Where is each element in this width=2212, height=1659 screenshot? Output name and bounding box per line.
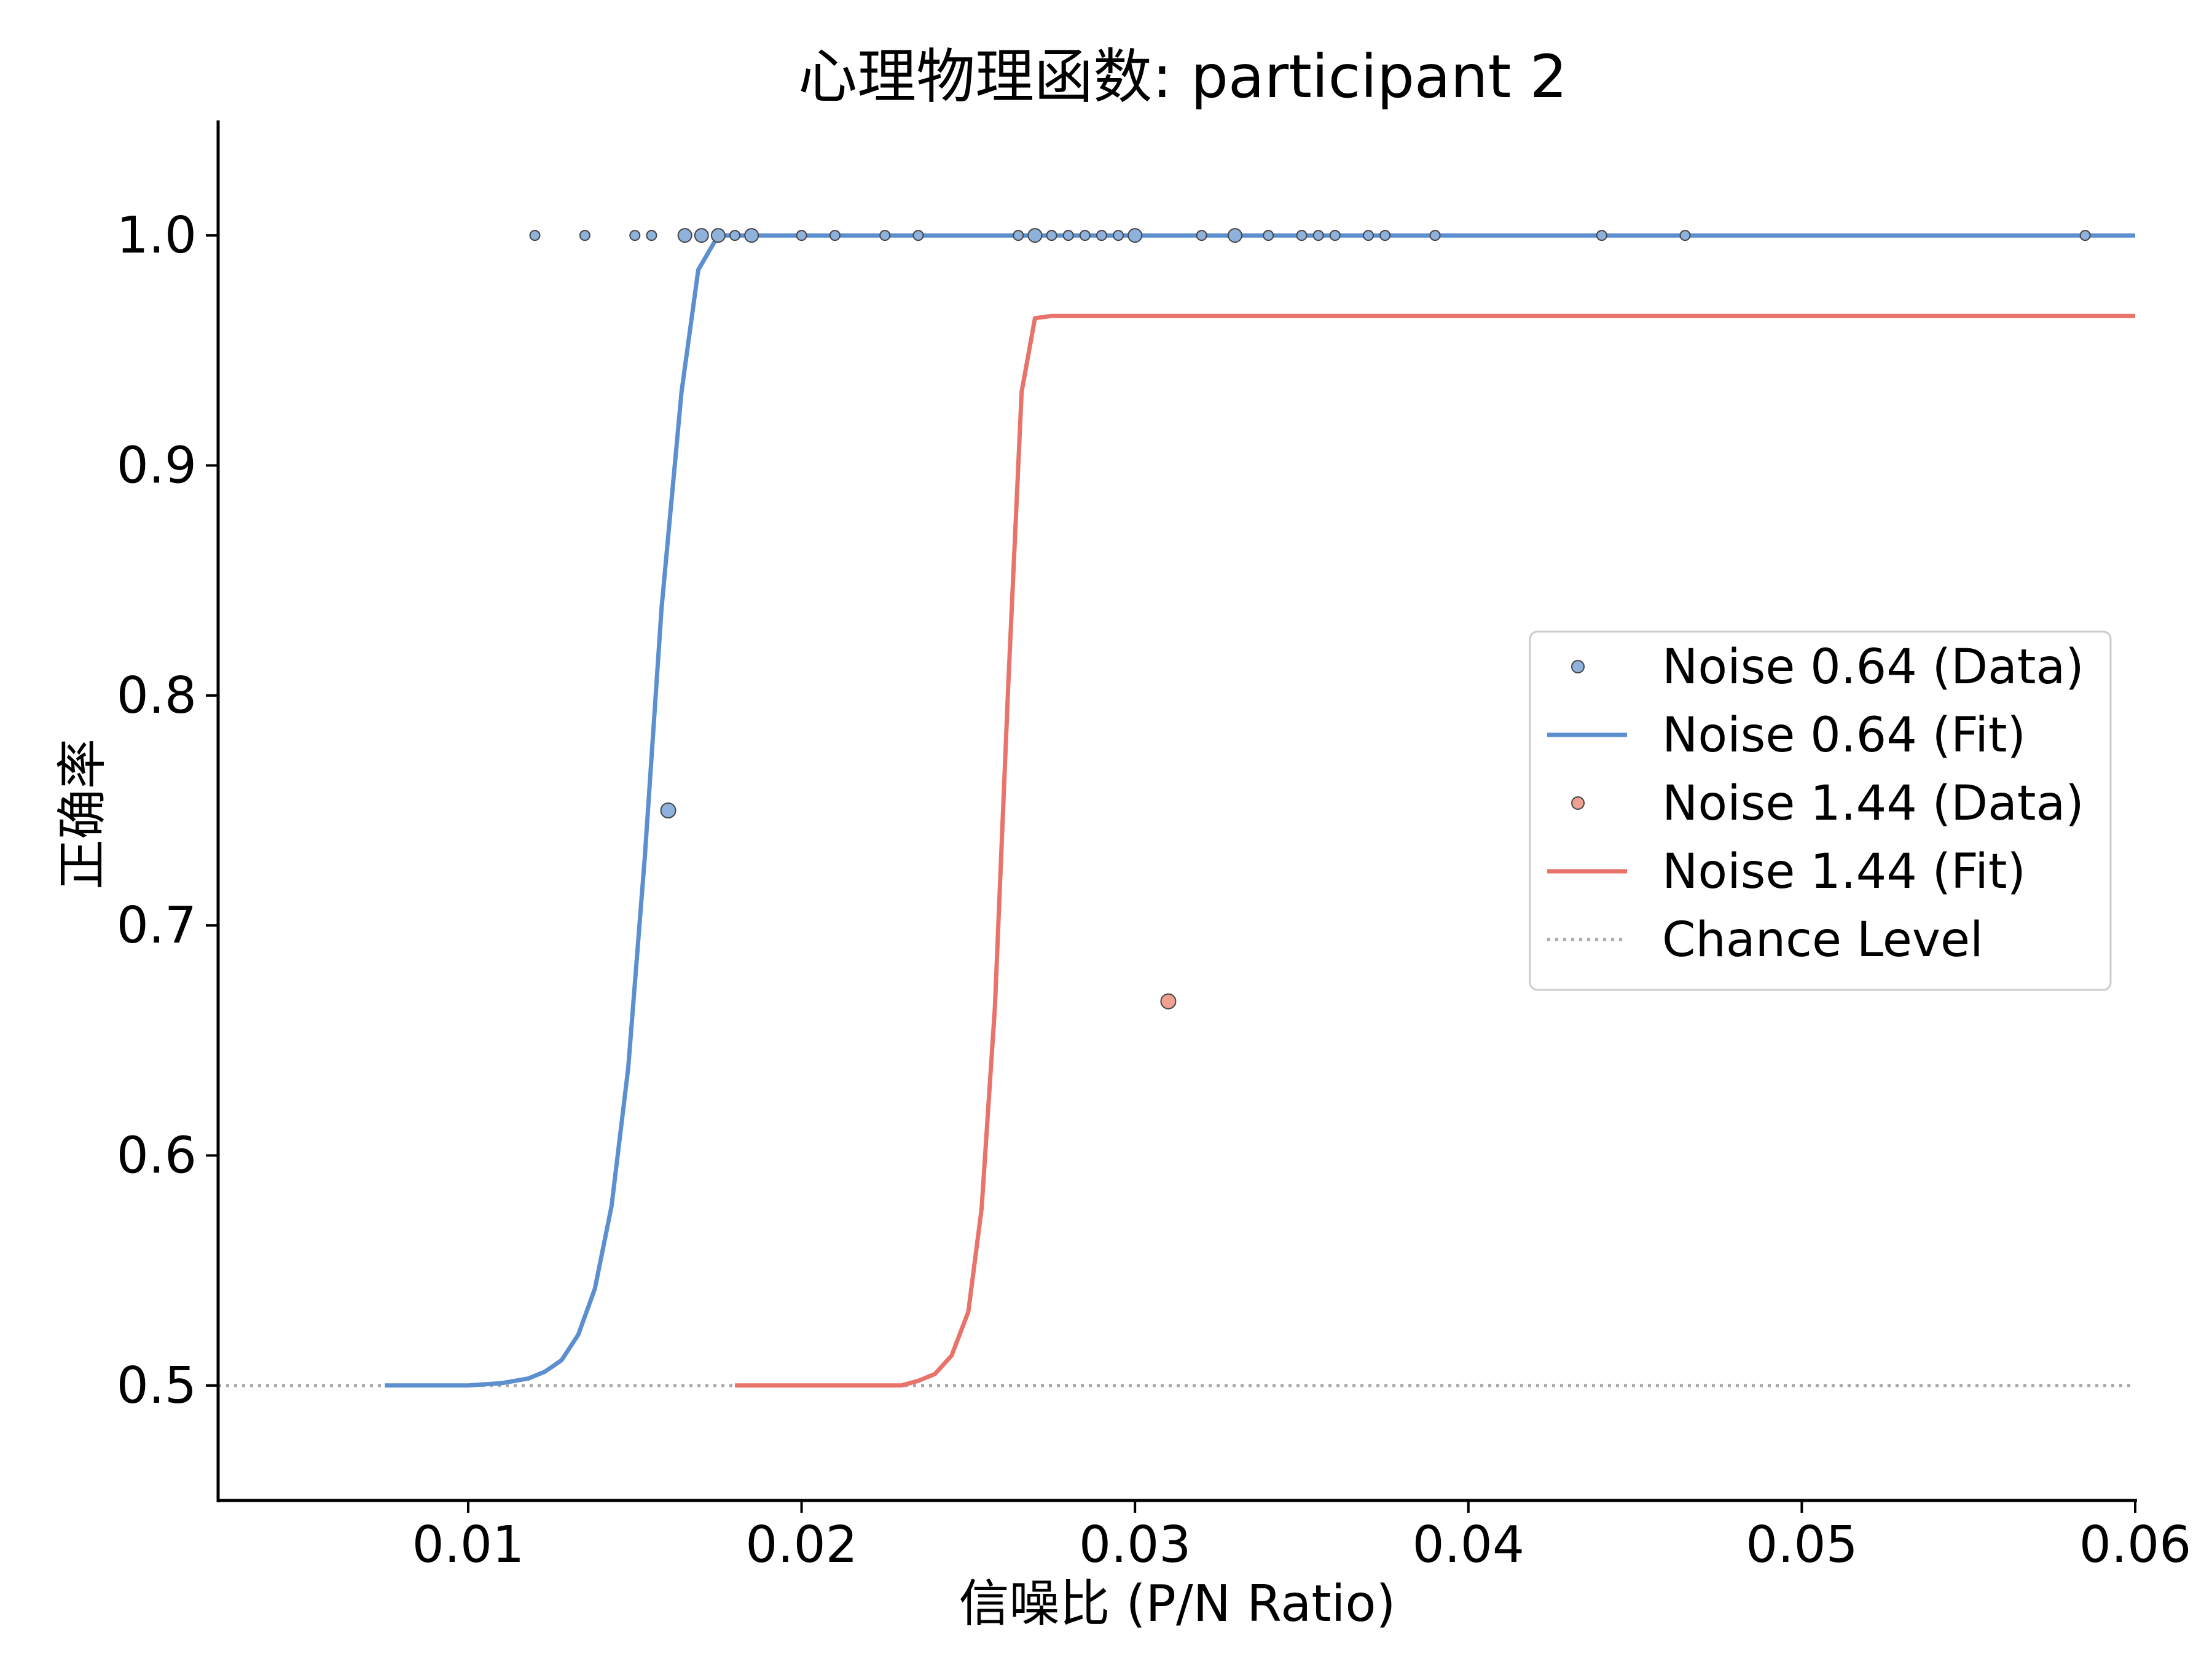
x-tick-label: 0.05: [1746, 1516, 1858, 1574]
y-tick-label: 0.9: [117, 437, 197, 495]
data-point: [1296, 230, 1308, 241]
data-point: [710, 228, 726, 243]
x-tick-label: 0.04: [1412, 1516, 1524, 1574]
data-point: [529, 230, 541, 241]
y-tick-label: 0.8: [117, 667, 197, 725]
data-point: [729, 230, 741, 241]
y-ticks: 0.5 0.6 0.7 0.8 0.9 1.0: [117, 206, 218, 1415]
data-point: [1160, 993, 1177, 1010]
data-point: [1128, 228, 1143, 243]
data-point: [1113, 230, 1124, 241]
x-tick-label: 0.03: [1079, 1516, 1191, 1574]
data-point: [1596, 230, 1607, 241]
x-tick-label: 0.06: [2079, 1516, 2192, 1574]
data-point: [1379, 230, 1391, 241]
fit-line-noise-0-64-fit: [385, 233, 2135, 1388]
x-tick-label: 0.01: [412, 1516, 525, 1574]
data-point: [829, 230, 841, 241]
data-point: [694, 228, 709, 243]
data-point: [1046, 230, 1057, 241]
data-point: [796, 230, 807, 241]
data-point: [1196, 230, 1207, 241]
data-point: [1013, 230, 1024, 241]
chart-title: 心理物理函数: participant 2: [798, 42, 1567, 111]
legend-label: Chance Level: [1662, 912, 1983, 968]
data-point: [1429, 230, 1441, 241]
data-point: [1027, 228, 1043, 243]
legend: Noise 0.64 (Data) Noise 0.64 (Fit) Noise 1…: [1529, 630, 2112, 991]
y-tick-label: 0.6: [117, 1127, 197, 1185]
data-point: [1679, 230, 1691, 241]
x-tick-label: 0.02: [745, 1516, 858, 1574]
data-point: [629, 230, 641, 241]
data-point: [1079, 230, 1091, 241]
data-point: [1312, 230, 1324, 241]
data-point: [1062, 230, 1074, 241]
data-point: [677, 228, 692, 243]
fit-line-noise-1-44-fit: [735, 313, 2135, 1388]
data-point: [579, 230, 590, 241]
data-point: [1227, 228, 1242, 243]
y-tick-label: 0.7: [117, 896, 197, 955]
data-point: [1263, 230, 1274, 241]
plot-area: [218, 228, 2135, 1388]
data-point: [2079, 230, 2091, 241]
data-point: [646, 230, 657, 241]
legend-items: Noise 0.64 (Data) Noise 0.64 (Fit) Noise 1…: [1547, 640, 2084, 968]
legend-label: Noise 0.64 (Fit): [1662, 708, 2026, 763]
x-ticks: 0.01 0.02 0.03 0.04 0.05 0.06: [412, 1500, 2192, 1574]
legend-marker-scatter: [1571, 796, 1585, 810]
data-point: [660, 802, 677, 818]
legend-frame: [1529, 630, 2112, 991]
y-axis-label: 正确率: [53, 739, 112, 890]
legend-label: Noise 1.44 (Data): [1662, 776, 2084, 831]
data-point: [879, 230, 891, 241]
data-point: [1329, 230, 1341, 241]
y-tick-label: 1.0: [117, 206, 197, 265]
y-tick-label: 0.5: [117, 1357, 197, 1415]
legend-label: Noise 1.44 (Fit): [1662, 844, 2026, 900]
data-point: [1096, 230, 1107, 241]
legend-marker-scatter: [1571, 660, 1585, 673]
data-point: [744, 228, 759, 243]
legend-label: Noise 0.64 (Data): [1662, 640, 2084, 695]
data-point: [1363, 230, 1374, 241]
data-point: [912, 230, 924, 241]
x-axis-label: 信噪比 (P/N Ratio): [959, 1575, 1395, 1633]
